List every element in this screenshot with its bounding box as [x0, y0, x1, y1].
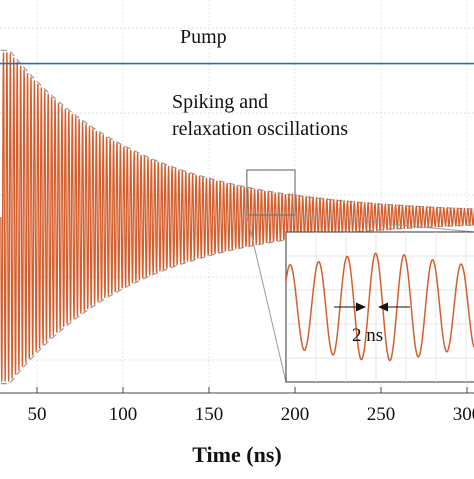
x-tick-label: 250 — [367, 404, 396, 425]
oscillation-label-line2: relaxation oscillations — [172, 118, 348, 140]
x-axis-label: Time (ns) — [192, 442, 281, 467]
x-tick-label: 150 — [195, 404, 224, 425]
pump-label: Pump — [180, 26, 227, 48]
x-tick-label: 200 — [281, 404, 310, 425]
oscillation-label-line1: Spiking and — [172, 91, 268, 113]
x-tick-label: 50 — [28, 404, 47, 425]
inset-period-label: 2 ns — [352, 325, 383, 346]
x-tick-label: 300 — [453, 404, 474, 425]
inset-panel: 2 ns — [286, 232, 474, 382]
x-tick-label: 100 — [109, 404, 138, 425]
